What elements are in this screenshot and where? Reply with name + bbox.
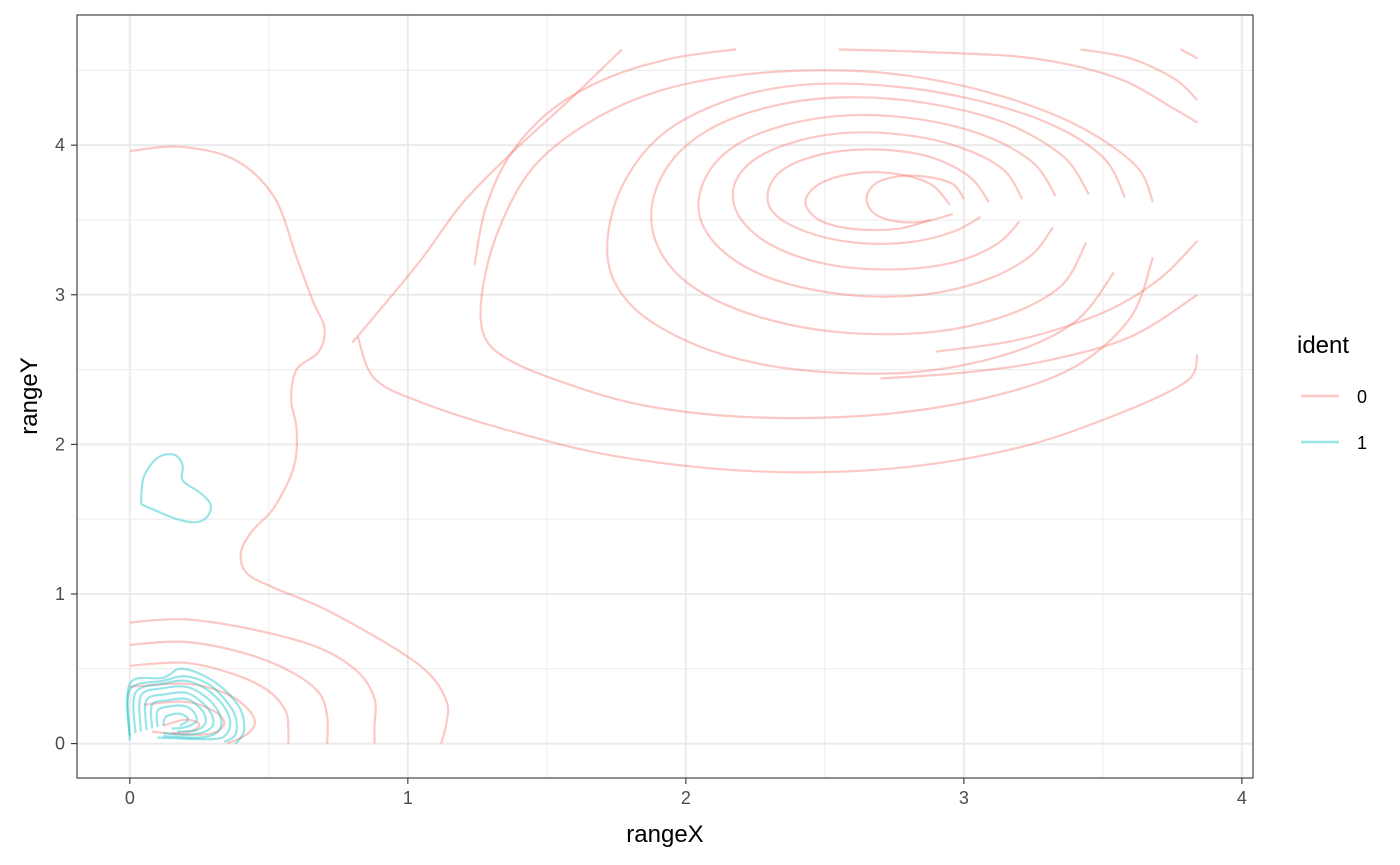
contour-line-series-1-3: [132, 679, 232, 741]
contour-line-series-1-8: [162, 712, 190, 727]
x-tick-label: 0: [125, 788, 135, 808]
y-tick-label: 4: [55, 135, 65, 155]
contour-line-series-0-13: [143, 700, 226, 736]
contour-line-series-1-2: [126, 675, 238, 744]
y-tick-label: 3: [55, 285, 65, 305]
contour-line-series-0-10: [129, 640, 329, 744]
contour-line-series-0-22: [880, 293, 1198, 380]
contour-line-series-0-20: [1180, 48, 1198, 60]
y-tick-label: 0: [55, 734, 65, 754]
contour-line-series-0-16: [356, 336, 1199, 474]
contour-layer: [126, 48, 1199, 745]
contour-line-series-0-12: [129, 682, 256, 745]
contour-line-series-0-18: [838, 48, 1198, 124]
x-tick-label: 1: [403, 788, 413, 808]
contour-line-series-0-3: [697, 113, 1057, 298]
contour-line-series-1-5: [143, 691, 215, 736]
contour-line-series-0-7: [865, 174, 965, 224]
contour-line-series-0-9: [129, 618, 377, 744]
contour-line-series-0-17: [473, 48, 737, 266]
contour-line-series-1-7: [155, 704, 199, 730]
series-1-contours: [126, 453, 246, 745]
contour-line-series-1-1: [126, 667, 246, 745]
y-tick-label: 1: [55, 584, 65, 604]
plot-panel: [77, 15, 1253, 778]
plot-border: [76, 14, 1254, 779]
contour-line-series-0-6: [804, 171, 951, 232]
y-axis-title: rangeY: [16, 357, 43, 434]
x-tick-label: 2: [681, 788, 691, 808]
contour-line-series-0-0: [479, 69, 1154, 420]
contour-line-series-0-4: [731, 131, 1024, 271]
legend-label-1: 1: [1357, 433, 1367, 453]
x-axis-title: rangeX: [626, 821, 703, 848]
legend: ident 01: [1297, 332, 1367, 453]
legend-label-0: 0: [1357, 387, 1367, 407]
contour-line-series-1-0: [139, 453, 212, 524]
x-tick-label: 3: [959, 788, 969, 808]
series-0-contours: [129, 48, 1199, 745]
contour-line-series-0-2: [650, 96, 1090, 336]
contour-line-series-0-8: [129, 145, 450, 744]
x-tick-label: 4: [1237, 788, 1247, 808]
legend-keys: 01: [1301, 387, 1367, 453]
contour-line-series-0-15: [351, 48, 623, 344]
grid: [77, 15, 1253, 778]
contour-line-series-0-5: [766, 148, 990, 245]
legend-title: ident: [1297, 332, 1349, 359]
contour-line-series-1-4: [138, 685, 223, 739]
contour-line-series-0-1: [606, 82, 1127, 375]
axis-ticks: 0 1 2 3 4 0 1 2 3 4: [55, 135, 1247, 808]
contour-line-series-0-14: [162, 718, 201, 735]
contour-line-series-0-11: [129, 661, 290, 744]
contour-line-series-0-21: [935, 240, 1199, 353]
y-tick-label: 2: [55, 434, 65, 454]
contour-line-series-0-19: [1080, 48, 1199, 102]
contour-line-series-1-6: [149, 697, 208, 733]
